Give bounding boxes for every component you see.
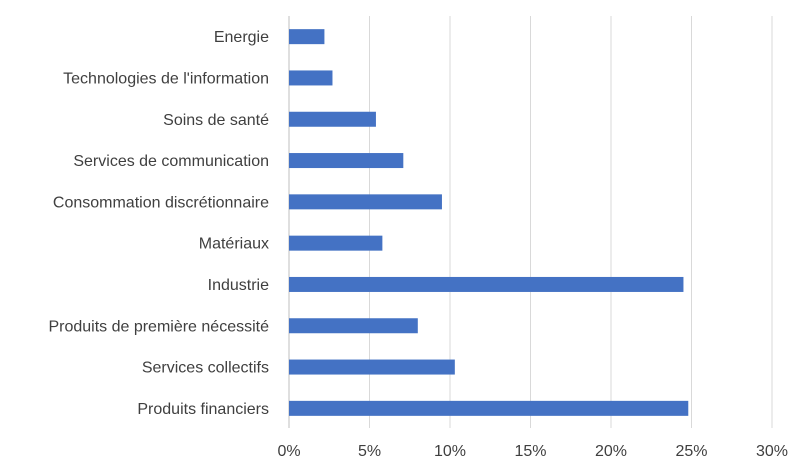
category-labels: Energie Technologies de l'information Soin…	[48, 29, 269, 418]
category-label: Matériaux	[199, 236, 269, 253]
category-label: Technologies de l'information	[63, 70, 269, 87]
x-tick-label: 20%	[595, 443, 627, 460]
category-label: Industrie	[208, 277, 269, 294]
category-label: Soins de santé	[163, 112, 269, 129]
bar	[289, 70, 333, 86]
bar	[289, 29, 325, 45]
x-tick-label: 15%	[514, 443, 546, 460]
category-label: Services de communication	[73, 153, 269, 170]
bar	[289, 235, 383, 251]
bar	[289, 194, 442, 210]
bar	[289, 111, 376, 127]
x-tick-label: 25%	[675, 443, 707, 460]
category-label: Produits financiers	[137, 401, 269, 418]
bar	[289, 359, 455, 375]
bar	[289, 400, 689, 416]
x-tick-labels: 0% 5% 10% 15% 20% 25% 30%	[277, 443, 788, 460]
bar	[289, 318, 418, 334]
bar	[289, 276, 684, 292]
x-tick-label: 5%	[358, 443, 381, 460]
category-label: Energie	[214, 29, 269, 46]
x-tick-label: 0%	[277, 443, 300, 460]
category-label: Services collectifs	[142, 360, 269, 377]
x-tick-label: 30%	[756, 443, 788, 460]
bars	[289, 29, 689, 416]
category-label: Consommation discrétionnaire	[53, 194, 269, 211]
x-tick-label: 10%	[434, 443, 466, 460]
bar	[289, 153, 404, 169]
category-label: Produits de première nécessité	[48, 318, 269, 335]
gridlines	[288, 16, 773, 428]
